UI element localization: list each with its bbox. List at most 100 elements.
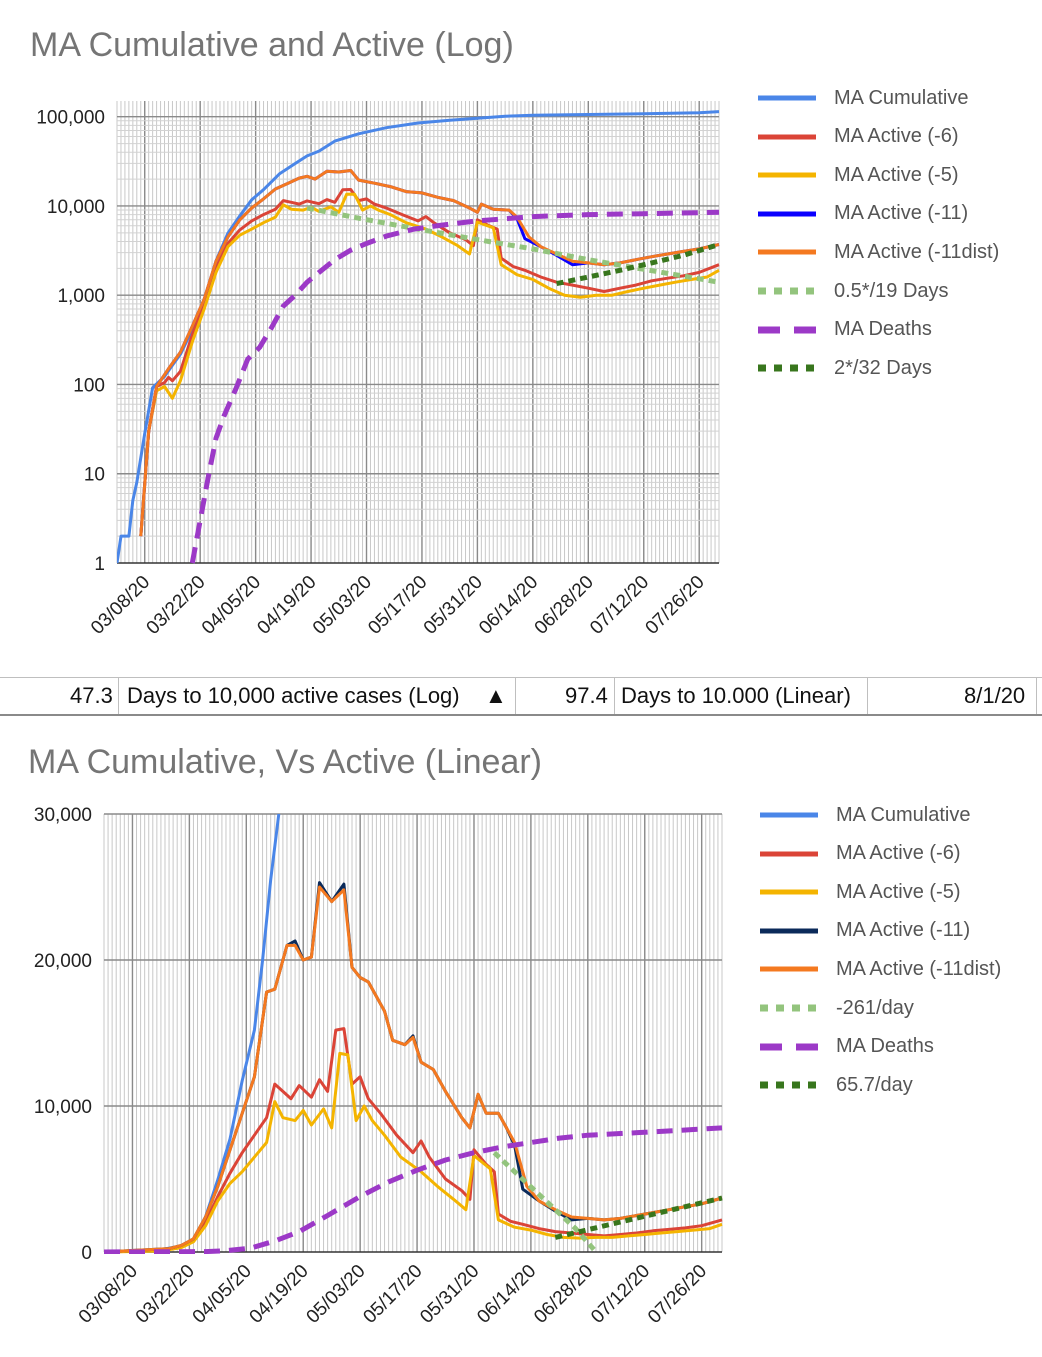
legend-item: MA Active (-11) xyxy=(758,199,968,229)
x-tick-label: 07/26/20 xyxy=(644,1261,711,1328)
legend-item: MA Active (-5) xyxy=(758,160,958,190)
x-tick-label: 05/17/20 xyxy=(364,572,431,639)
series-line-ma-active-5 xyxy=(139,192,720,537)
x-tick-label: 05/03/20 xyxy=(303,1261,370,1328)
legend-label: MA Active (-11) xyxy=(834,202,969,225)
x-tick-label: 06/28/20 xyxy=(531,572,598,639)
y-tick-label: 0 xyxy=(81,1243,92,1264)
legend-swatch xyxy=(758,358,816,378)
x-tick-label: 07/12/20 xyxy=(586,572,653,639)
x-tick-label: 06/14/20 xyxy=(473,1261,540,1328)
legend-swatch xyxy=(758,320,816,340)
series-lines xyxy=(104,813,723,1254)
legend-swatch xyxy=(760,844,818,864)
legend-swatch xyxy=(758,127,816,147)
y-tick-label: 20,000 xyxy=(34,951,92,972)
legend-item: MA Deaths xyxy=(758,315,932,345)
linear-chart: 0 10,000 20,000 30,000 03/08/2003/22/2004/05… xyxy=(34,805,723,1328)
x-tick-label: 06/14/20 xyxy=(475,572,542,639)
chart-title-linear: MA Cumulative, Vs Active (Linear) xyxy=(28,743,542,781)
legend-item: MA Active (-11dist) xyxy=(758,237,999,267)
legend-item: MA Active (-6) xyxy=(758,122,958,152)
series-line-65-7-day xyxy=(554,1195,723,1240)
legend-swatch xyxy=(760,959,818,979)
x-tick-label: 04/19/20 xyxy=(253,572,320,639)
y-tick-label: 100 xyxy=(73,375,105,396)
legend-swatch xyxy=(760,1075,818,1095)
legend-item: 65.7/day xyxy=(760,1070,913,1100)
series-line-ma-cumulative xyxy=(117,110,720,564)
chart-title-log: MA Cumulative and Active (Log) xyxy=(30,26,514,64)
x-tick-label: 05/31/20 xyxy=(416,1261,483,1328)
x-tick-label: 05/31/20 xyxy=(420,572,487,639)
legend-swatch xyxy=(760,998,818,1018)
series-lines xyxy=(117,110,720,564)
y-tick-label: 30,000 xyxy=(34,805,92,826)
x-tick-label: 04/05/20 xyxy=(198,572,265,639)
log-chart: 1 10 100 1,000 10,000 100,000 03/08/2003/22/20… xyxy=(36,101,720,639)
x-tick-label: 05/03/20 xyxy=(309,572,376,639)
legend-label: MA Active (-11) xyxy=(836,919,971,942)
legend-item: MA Cumulative xyxy=(758,83,969,113)
legend-label: MA Active (-5) xyxy=(836,880,961,903)
divider xyxy=(118,678,119,714)
series-line-ma-active-5 xyxy=(104,1051,723,1254)
legend-swatch xyxy=(760,882,818,902)
days-linear-value: 97.4 xyxy=(565,683,608,708)
legend-label: -261/day xyxy=(836,996,914,1019)
legend-swatch xyxy=(758,165,816,185)
stats-bar: 47.3 Days to 10,000 active cases (Log) ▲… xyxy=(0,677,1042,716)
gridlines xyxy=(103,813,723,1253)
divider xyxy=(867,678,868,714)
legend-label: MA Active (-11dist) xyxy=(836,957,1002,980)
legend-swatch xyxy=(760,921,818,941)
x-tick-label: 04/05/20 xyxy=(189,1261,256,1328)
divider xyxy=(1036,678,1037,714)
gridlines xyxy=(116,101,720,564)
legend-label: MA Active (-11dist) xyxy=(834,240,1000,263)
legend-label: MA Deaths xyxy=(834,318,932,341)
series-line-ma-active-11dist xyxy=(139,169,720,537)
series-line-2-32-days xyxy=(556,242,720,287)
legend-linear-chart: MA Cumulative MA Active (-6) MA Active (-5… xyxy=(760,800,1040,1110)
legend-swatch xyxy=(758,204,816,224)
legend-swatch xyxy=(760,805,818,825)
legend-label: MA Cumulative xyxy=(834,86,969,109)
x-tick-label: 03/22/20 xyxy=(143,572,210,639)
x-tick-label: 03/22/20 xyxy=(132,1261,199,1328)
legend-item: -261/day xyxy=(760,993,914,1023)
legend-item: MA Active (-5) xyxy=(760,877,960,907)
x-tick-label: 05/17/20 xyxy=(359,1261,426,1328)
legend-item: MA Deaths xyxy=(760,1032,934,1062)
date-value: 8/1/20 xyxy=(964,683,1026,708)
divider xyxy=(515,678,516,714)
legend-item: 0.5*/19 Days xyxy=(758,276,949,306)
series-line-ma-active-6 xyxy=(104,1027,723,1254)
days-log-value: 47.3 xyxy=(70,683,113,708)
legend-log-chart: MA Cumulative MA Active (-6) MA Active (-5… xyxy=(758,83,1038,393)
legend-label: MA Active (-6) xyxy=(836,842,961,865)
x-tick-label: 06/28/20 xyxy=(530,1261,597,1328)
y-tick-label: 1 xyxy=(94,554,105,575)
days-log-label: Days to 10,000 active cases (Log) xyxy=(127,683,460,708)
series-line-ma-active-11dist xyxy=(104,885,723,1254)
y-tick-label: 1,000 xyxy=(57,286,105,307)
y-tick-label: 100,000 xyxy=(36,108,105,129)
series-line-0-5-19-days xyxy=(306,205,720,285)
series-line-ma-deaths xyxy=(189,209,720,564)
legend-label: 65.7/day xyxy=(836,1073,913,1096)
legend-label: MA Cumulative xyxy=(836,803,971,826)
legend-label: MA Deaths xyxy=(836,1035,934,1058)
days-linear-label: Days to 10.000 (Linear) xyxy=(621,683,851,708)
legend-item: MA Cumulative xyxy=(760,800,971,830)
legend-item: MA Active (-6) xyxy=(760,839,960,869)
legend-label: MA Active (-6) xyxy=(834,125,959,148)
legend-item: MA Active (-11) xyxy=(760,916,970,946)
legend-label: 0.5*/19 Days xyxy=(834,279,949,302)
x-tick-label: 03/08/20 xyxy=(75,1261,142,1328)
legend-swatch xyxy=(758,281,816,301)
legend-label: 2*/32 Days xyxy=(834,356,932,379)
x-tick-label: 03/08/20 xyxy=(87,572,154,639)
legend-swatch xyxy=(758,88,816,108)
x-tick-label: 07/26/20 xyxy=(642,572,709,639)
